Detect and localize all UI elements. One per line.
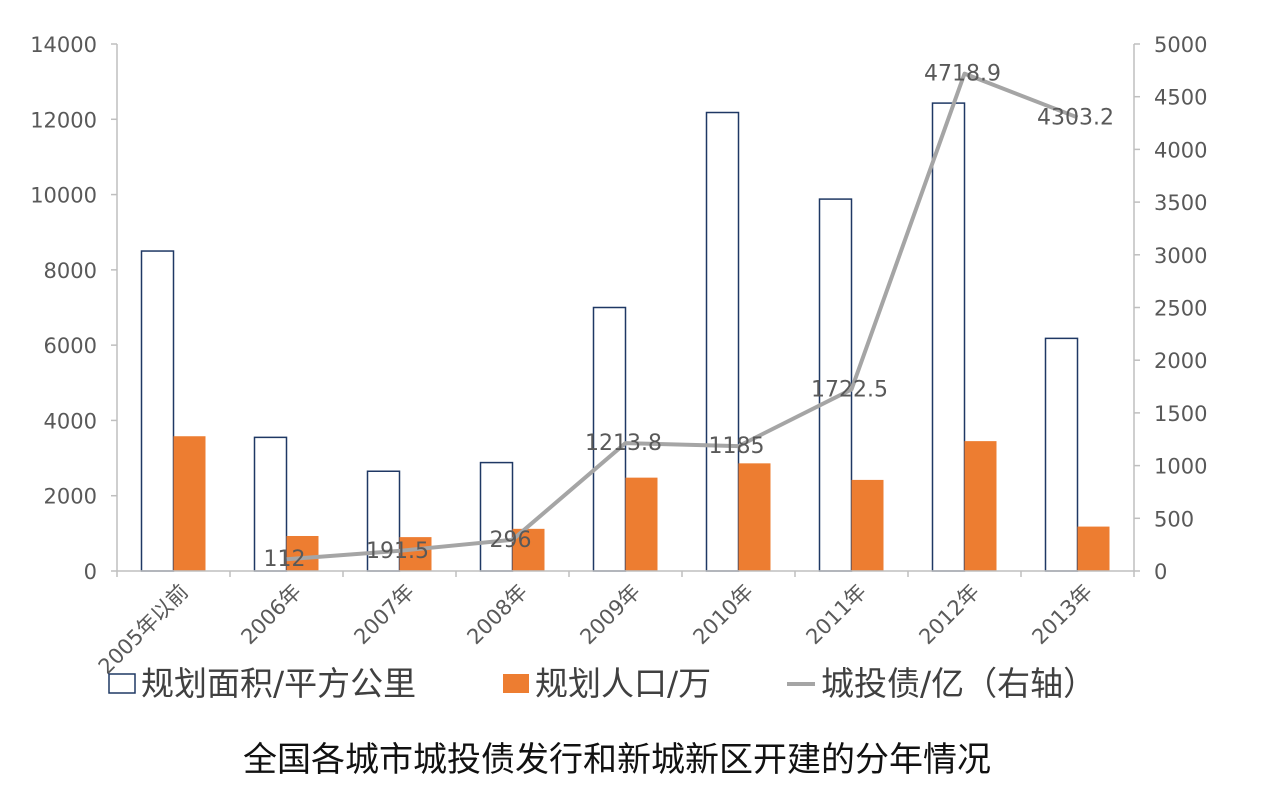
right-tick-label: 0 [1154,560,1167,584]
bar-area [1044,337,1079,572]
right-tick-label: 1000 [1154,455,1207,479]
x-tick-label: 2007年 [349,580,419,650]
left-tick-label: 12000 [30,108,97,132]
labels-layer: 112 191.5 296 1213.8 1185 1722.5 4718.9 4303.2 [264,62,1114,573]
x-tick-label: 2009年 [575,580,645,650]
right-tick-label: 500 [1154,507,1194,531]
line-data-label: 4718.9 [924,62,1001,87]
left-tick-label: 2000 [44,485,97,509]
line-data-label: 191.5 [366,539,429,564]
legend-swatch-area [108,673,136,694]
legend-swatch-population [503,674,529,693]
legend-label-area: 规划面积/平方公里 [141,664,416,703]
bar-area [931,102,966,572]
legend-label-population: 规划人口/万 [535,664,711,703]
bars-layer [140,102,1110,572]
line-data-label: 4303.2 [1037,105,1114,130]
right-tick-label: 3000 [1154,244,1207,268]
right-tick-label: 4000 [1154,138,1207,162]
bar-population [738,463,771,571]
line-data-label: 1722.5 [811,377,888,402]
x-tick-label: 2010年 [688,580,758,650]
bar-population [964,441,997,571]
bar-population [625,477,658,571]
right-tick-label: 4500 [1154,86,1207,110]
bar-population [286,535,319,571]
right-tick-label: 1500 [1154,402,1207,426]
bar-area [253,436,288,572]
chart-title: 全国各城市城投债发行和新城新区开建的分年情况 [243,740,991,780]
legend: 规划面积/平方公里 规划人口/万 城投债/亿（右轴） [108,664,1096,703]
legend-label-bond: 城投债/亿（右轴） [821,664,1096,703]
line-data-label: 1213.8 [585,431,662,456]
bar-area [140,250,175,572]
bar-area [479,461,514,572]
bar-population [399,537,432,571]
left-tick-label: 8000 [44,259,97,283]
left-tick-label: 10000 [30,184,97,208]
right-tick-label: 2500 [1154,297,1207,321]
x-tick-label: 2012年 [914,580,984,650]
x-tick-label: 2008年 [462,580,532,650]
line-bond [286,71,1079,562]
right-tick-label: 3500 [1154,191,1207,215]
line-data-label: 1185 [709,434,765,459]
bar-population [1077,526,1110,571]
right-tick-label: 2000 [1154,349,1207,373]
x-tick-label: 2006年 [236,580,306,650]
bar-population [851,479,884,571]
left-tick-label: 0 [84,560,97,584]
line-data-label: 112 [264,547,306,572]
line-layer [286,71,1079,562]
x-tick-label: 2013年 [1027,580,1097,650]
bar-area [705,111,740,572]
line-data-label: 296 [490,528,532,553]
right-tick-label: 5000 [1154,33,1207,57]
left-tick-label: 4000 [44,409,97,433]
left-tick-label: 14000 [30,33,97,57]
x-tick-label: 2011年 [801,580,871,650]
bar-population [173,436,206,571]
left-tick-label: 6000 [44,334,97,358]
